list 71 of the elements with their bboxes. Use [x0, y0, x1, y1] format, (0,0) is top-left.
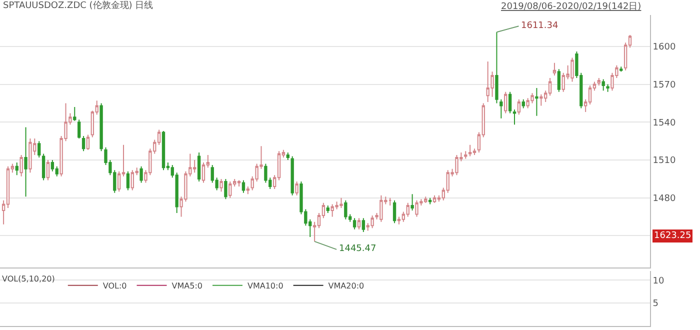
candlestick [428, 197, 432, 205]
candlestick [237, 180, 241, 188]
candlestick [352, 218, 356, 230]
y-tick-label: 1600 [652, 42, 676, 53]
y-tick-label: 5 [652, 299, 659, 310]
candlestick [508, 91, 512, 114]
candlestick [86, 134, 90, 150]
candlestick [290, 156, 294, 196]
candlestick [504, 91, 508, 114]
candlestick [522, 98, 525, 109]
candlestick [602, 78, 605, 92]
candlestick [597, 77, 600, 86]
legend-label: VOL:0 [102, 282, 127, 291]
candlestick [197, 152, 201, 182]
candlestick [388, 197, 392, 206]
candlestick [512, 109, 516, 126]
candlestick [78, 119, 81, 140]
candlestick [464, 150, 468, 160]
candlestick [140, 166, 143, 184]
annotation: 1611.34 [521, 21, 558, 31]
candlestick [535, 88, 538, 116]
annotation: 1445.47 [339, 244, 376, 254]
candlestick [392, 200, 396, 224]
text: 2019/08/06-2020/02/19(142日) [501, 2, 642, 12]
candlestick [552, 62, 556, 76]
candlestick [73, 106, 76, 122]
y-tick-label: 1480 [652, 194, 676, 204]
legend-label: VMA20:0 [328, 282, 364, 291]
text: 1623.25 [654, 231, 692, 241]
candlestick [326, 204, 330, 214]
legend-label: VMA5:0 [172, 282, 202, 291]
candlestick [126, 170, 130, 191]
candlestick [357, 218, 361, 230]
candlestick [246, 186, 250, 195]
candlestick [495, 32, 498, 104]
candlestick [295, 180, 298, 196]
y-tick-label: 1570 [652, 80, 676, 90]
candlestick [500, 98, 503, 119]
candlestick [540, 94, 543, 106]
candlestick [397, 216, 401, 225]
candlestick [100, 102, 103, 152]
legend-label: VMA10:0 [247, 282, 284, 291]
candlestick [410, 194, 414, 211]
candlestick [162, 130, 166, 171]
candlestick [286, 152, 290, 161]
candlestick [42, 153, 46, 181]
candlestick [468, 144, 472, 157]
y-tick-label: 10 [652, 276, 665, 286]
candlestick [38, 140, 41, 158]
candlestick [344, 200, 348, 220]
y-tick-label: 1510 [652, 156, 676, 166]
candlestick [362, 218, 366, 232]
candlestick [24, 126, 28, 198]
candlestick [370, 215, 374, 229]
candlestick [46, 160, 50, 181]
candlestick [432, 194, 436, 204]
candlestick [28, 138, 32, 174]
candlestick [20, 154, 23, 177]
legend-title: VOL(5,10,20) [2, 274, 55, 284]
candlestick [242, 180, 246, 194]
chart-title: SPTAUUSDOZ.ZDC (伦敦金现) 日线 [3, 0, 154, 11]
candlestick [224, 178, 228, 200]
candlestick [220, 178, 223, 192]
candlestick [606, 84, 610, 92]
candlestick [557, 68, 561, 92]
candlestick [472, 148, 476, 156]
candlestick [82, 136, 86, 152]
candlestick [15, 162, 18, 176]
candlestick [517, 98, 521, 116]
y-tick-label: 1540 [652, 118, 676, 128]
candlestick [228, 180, 232, 198]
